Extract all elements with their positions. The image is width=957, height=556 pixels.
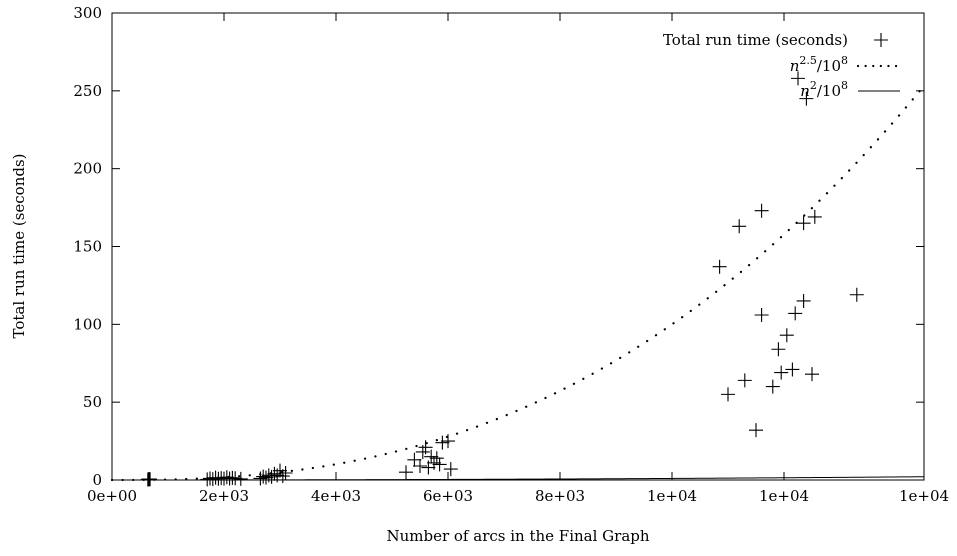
y-tick-label: 100 (73, 315, 102, 333)
data-point (805, 367, 819, 382)
data-point (443, 462, 458, 477)
data-point (779, 328, 794, 343)
legend-plus-marker (874, 33, 888, 47)
y-tick-label: 50 (83, 393, 102, 411)
axis-ticks: 0e+00 2e+03 4e+03 6e+03 8e+03 1e+04 1e+04 1e+04… (73, 4, 949, 505)
data-point (278, 465, 293, 480)
data-point (849, 287, 864, 302)
x-tick-label: 1e+04 (647, 487, 697, 505)
data-point (253, 471, 268, 486)
x-tick-label: 4e+03 (311, 487, 361, 505)
data-point (737, 373, 752, 388)
x-tick-label: 1e+04 (759, 487, 809, 505)
y-tick-label: 150 (73, 238, 102, 256)
data-point (754, 307, 769, 322)
data-point (228, 471, 243, 486)
legend-label: n2.5/108 (790, 54, 848, 75)
data-point (796, 216, 811, 231)
data-point (143, 472, 158, 487)
data-point (712, 259, 727, 274)
data-point (275, 469, 290, 484)
data-point (219, 470, 234, 485)
data-point (807, 209, 822, 224)
y-axis-title: Total run time (seconds) (10, 153, 28, 338)
data-point (791, 71, 805, 86)
curve-n-2 (112, 476, 925, 481)
legend-label: Total run time (seconds) (663, 31, 848, 49)
data-point (424, 449, 439, 464)
data-point (267, 466, 282, 481)
legend: Total run time (seconds) n2.5/108 n2/108 (663, 31, 902, 100)
curve-n-2.5 (110, 84, 926, 482)
y-tick-label: 200 (73, 160, 102, 178)
x-tick-label: 1e+04 (899, 487, 949, 505)
data-point (796, 293, 811, 308)
data-point (432, 457, 447, 472)
data-point (749, 423, 763, 438)
data-point (765, 379, 780, 394)
data-point (399, 465, 413, 480)
data-point (435, 435, 450, 450)
data-point (721, 387, 735, 402)
data-point (233, 471, 248, 486)
data-point (259, 470, 273, 485)
data-point (774, 365, 789, 380)
x-tick-label: 6e+03 (423, 487, 473, 505)
x-tick-label: 8e+03 (535, 487, 585, 505)
data-point (413, 458, 427, 473)
data-point (732, 219, 747, 234)
x-tick-label: 0e+00 (87, 487, 137, 505)
scatter-points (140, 71, 864, 487)
data-point (771, 342, 786, 357)
data-point (418, 440, 433, 455)
y-tick-label: 300 (73, 4, 102, 22)
y-tick-label: 250 (73, 82, 102, 100)
data-point (429, 451, 444, 466)
x-tick-label: 2e+03 (199, 487, 249, 505)
curves (110, 84, 926, 482)
data-point (441, 434, 455, 449)
y-tick-label: 0 (92, 471, 102, 489)
data-point (264, 469, 279, 484)
data-point (799, 91, 814, 106)
data-point (754, 203, 769, 218)
data-point (273, 463, 287, 478)
x-axis-title: Number of arcs in the Final Graph (386, 527, 649, 545)
data-point (788, 306, 803, 321)
data-point (785, 362, 800, 377)
legend-label: n2/108 (800, 79, 848, 100)
data-point (407, 452, 422, 467)
